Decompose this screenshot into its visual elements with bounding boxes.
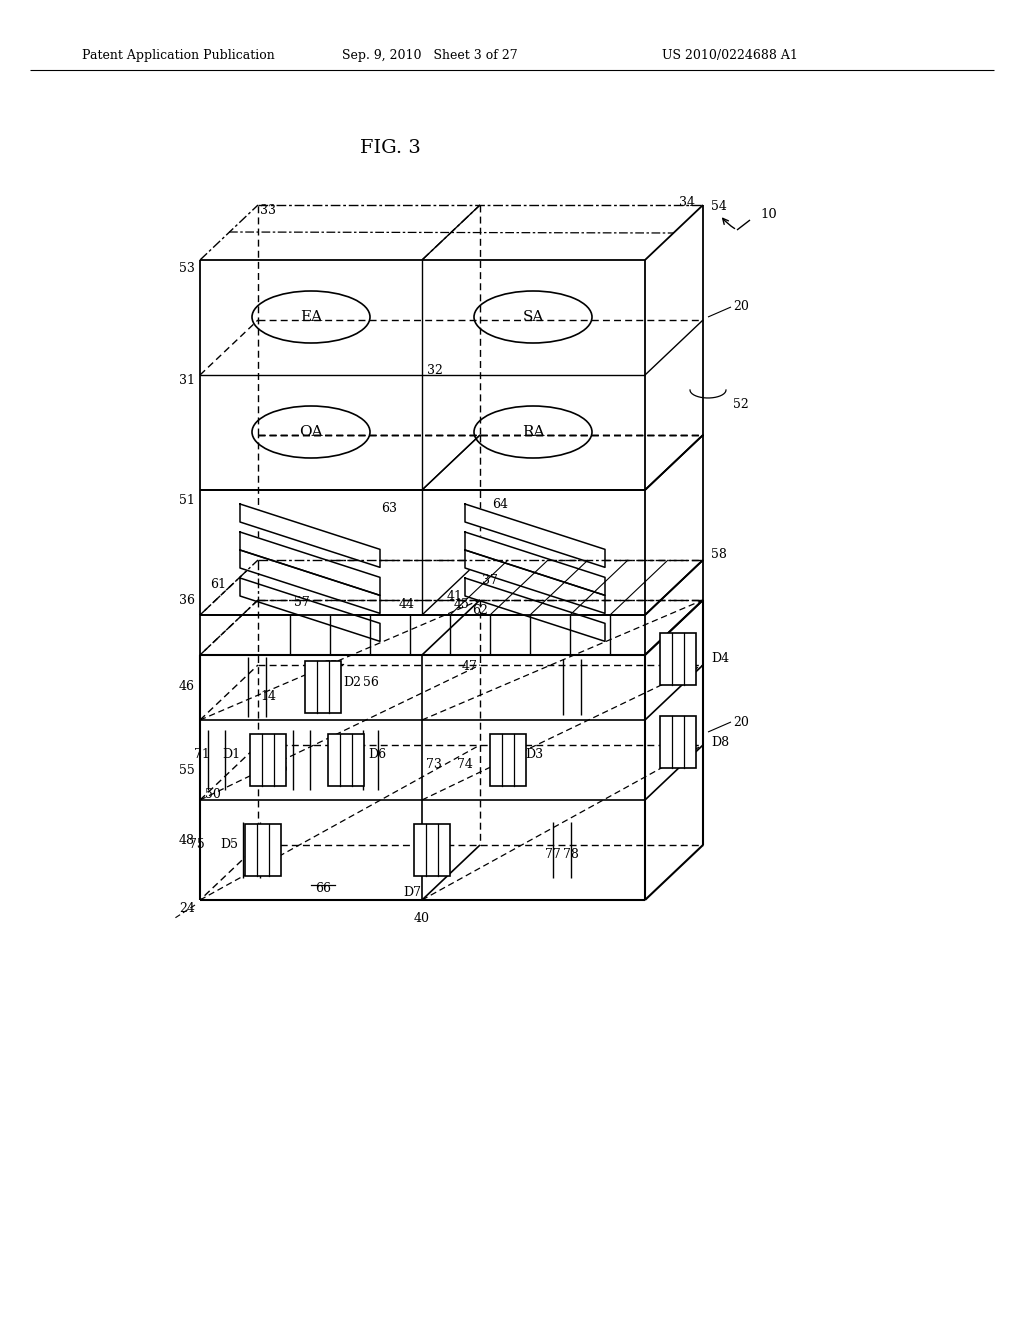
Bar (250, 734, 286, 785)
Bar (490, 734, 526, 785)
Text: 24: 24 (179, 902, 195, 915)
Text: 48: 48 (179, 833, 195, 846)
Text: D1: D1 (222, 748, 240, 762)
Text: 14: 14 (260, 690, 276, 704)
Text: 55: 55 (179, 763, 195, 776)
Text: 20: 20 (733, 715, 749, 729)
Text: 62: 62 (472, 603, 487, 616)
Polygon shape (465, 532, 605, 595)
Ellipse shape (252, 407, 370, 458)
Bar (328, 734, 364, 785)
Text: 50: 50 (205, 788, 221, 801)
Polygon shape (465, 578, 605, 642)
Text: 34: 34 (679, 197, 695, 210)
Text: 78: 78 (563, 849, 579, 862)
Text: D4: D4 (711, 652, 729, 665)
Polygon shape (465, 504, 605, 568)
Text: 37: 37 (482, 573, 498, 586)
Text: 61: 61 (210, 578, 226, 591)
Text: 65: 65 (323, 660, 338, 673)
Text: 53: 53 (179, 261, 195, 275)
Text: 33: 33 (260, 203, 276, 216)
Text: OA: OA (299, 425, 323, 440)
Bar (305, 661, 341, 713)
Text: SA: SA (522, 310, 544, 323)
Text: 58: 58 (711, 549, 727, 561)
Text: 32: 32 (427, 363, 442, 376)
Bar (660, 715, 696, 768)
Text: 63: 63 (381, 502, 397, 515)
Text: 36: 36 (179, 594, 195, 606)
Ellipse shape (474, 407, 592, 458)
Polygon shape (240, 504, 380, 568)
Text: 73: 73 (426, 759, 442, 771)
Text: 51: 51 (179, 494, 195, 507)
Text: 40: 40 (414, 912, 430, 924)
Text: D3: D3 (525, 748, 543, 762)
Text: 20: 20 (733, 301, 749, 314)
Text: D2: D2 (343, 676, 361, 689)
Text: 72: 72 (313, 696, 329, 709)
Text: Patent Application Publication: Patent Application Publication (82, 49, 274, 62)
Text: 10: 10 (760, 209, 777, 222)
Bar (245, 824, 281, 876)
Polygon shape (465, 550, 605, 614)
Text: RA: RA (522, 425, 544, 440)
Text: 54: 54 (711, 201, 727, 214)
Text: 75: 75 (189, 838, 205, 851)
Polygon shape (240, 550, 380, 614)
Text: EA: EA (300, 310, 323, 323)
Text: 47: 47 (462, 660, 478, 673)
Text: 57: 57 (294, 597, 310, 610)
Text: FIG. 3: FIG. 3 (359, 139, 421, 157)
Text: 66: 66 (315, 882, 331, 895)
Text: Sep. 9, 2010   Sheet 3 of 27: Sep. 9, 2010 Sheet 3 of 27 (342, 49, 518, 62)
Text: 71: 71 (195, 748, 210, 762)
Ellipse shape (252, 290, 370, 343)
Text: 41: 41 (447, 590, 463, 603)
Polygon shape (240, 532, 380, 595)
Text: D8: D8 (711, 735, 729, 748)
Ellipse shape (474, 290, 592, 343)
Polygon shape (240, 578, 380, 642)
Text: D6: D6 (368, 748, 386, 762)
Text: 44: 44 (399, 598, 415, 611)
Text: 46: 46 (179, 681, 195, 693)
Text: 52: 52 (733, 399, 749, 412)
Text: US 2010/0224688 A1: US 2010/0224688 A1 (663, 49, 798, 62)
Text: 76: 76 (328, 748, 344, 762)
Text: 77: 77 (545, 849, 561, 862)
Text: D7: D7 (403, 886, 421, 899)
Text: 31: 31 (179, 374, 195, 387)
Bar (660, 634, 696, 685)
Bar (414, 824, 450, 876)
Text: 15: 15 (272, 762, 288, 775)
Text: 56: 56 (362, 676, 379, 689)
Text: 45: 45 (454, 598, 470, 611)
Text: D5: D5 (220, 838, 238, 851)
Text: 64: 64 (492, 499, 508, 511)
Text: 74: 74 (457, 759, 473, 771)
